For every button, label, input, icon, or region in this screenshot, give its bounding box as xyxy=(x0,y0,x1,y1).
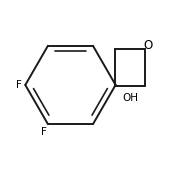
Text: OH: OH xyxy=(123,93,139,103)
Text: F: F xyxy=(41,127,46,137)
Text: F: F xyxy=(16,80,22,90)
Text: O: O xyxy=(144,39,153,52)
